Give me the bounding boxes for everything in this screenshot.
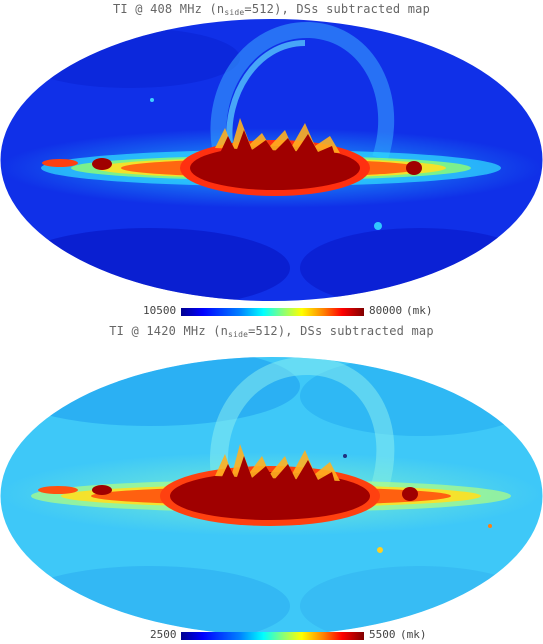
map-panel-408: TI @ 408 MHz (nside=512), DSs subtracted… (0, 2, 543, 317)
colorbar-unit-1420: (mk) (400, 628, 427, 641)
map-title-408: TI @ 408 MHz (nside=512), DSs subtracted… (112, 2, 431, 17)
map-panel-1420: TI @ 1420 MHz (nside=512), DSs subtracte… (0, 322, 543, 644)
colorbar-min-408: 10500 (143, 304, 177, 317)
colorbar-408 (181, 308, 364, 316)
colorbar-min-1420: 2500 (150, 628, 177, 641)
colorbar-max-408: 80000 (369, 304, 403, 317)
colorbar-max-1420: 5500 (369, 628, 396, 641)
mollweide-map-1420 (0, 357, 543, 635)
colorbar-unit-408: (mk) (406, 304, 433, 317)
colorbar-1420 (181, 632, 364, 640)
mollweide-map-408 (0, 19, 543, 301)
map-title-1420: TI @ 1420 MHz (nside=512), DSs subtracte… (109, 324, 434, 339)
